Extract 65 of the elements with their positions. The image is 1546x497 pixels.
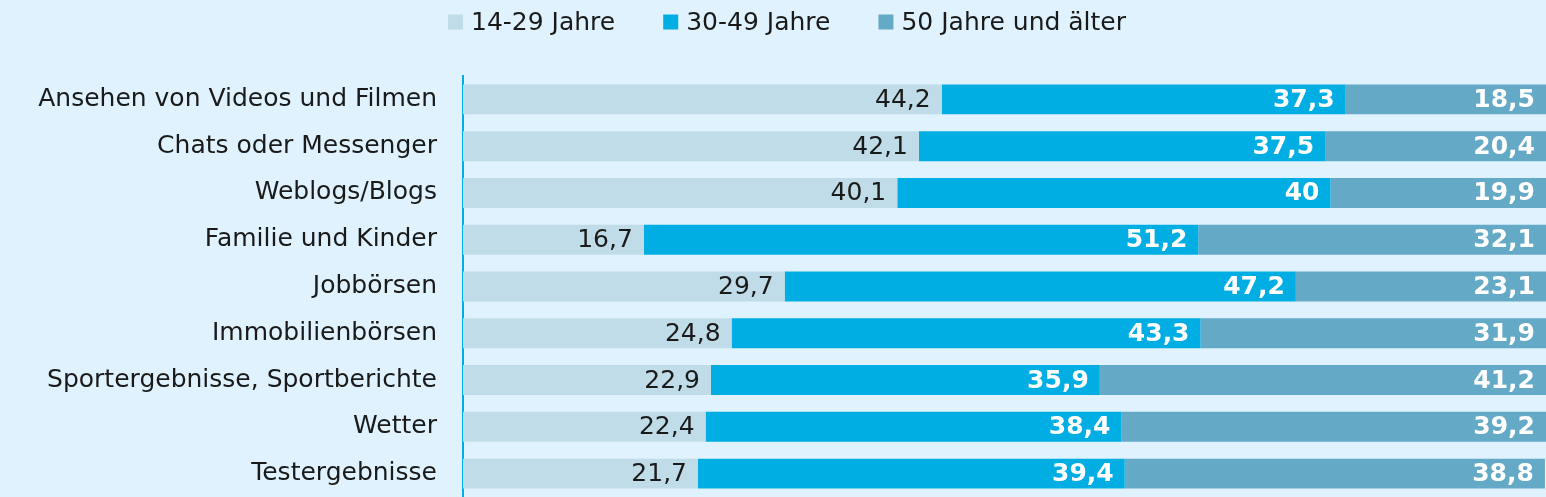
data-label: 19,9 [1473,177,1535,207]
bar [1124,458,1545,489]
data-label: 29,7 [717,271,774,300]
data-label: 38,8 [1472,458,1534,488]
bar [463,411,706,442]
data-label: 47,2 [1223,271,1285,300]
data-label: 35,9 [1027,364,1089,394]
data-label: 37,3 [1272,83,1335,113]
data-label: 43,3 [1127,317,1190,347]
data-label: 41,2 [1473,364,1535,394]
bar [463,84,942,115]
data-label: 21,7 [631,458,688,488]
data-label: 31,9 [1473,317,1535,347]
data-label: 20,4 [1473,130,1535,160]
bar [463,131,919,162]
bar [1121,411,1546,442]
data-label: 22,4 [638,411,695,441]
bar [698,458,1125,489]
bar [463,224,644,255]
bar [711,365,1100,396]
bar [463,458,699,489]
y-tick-label: Wetter [353,410,438,440]
data-label: 32,1 [1473,224,1535,254]
bar [1330,177,1546,208]
bar [784,271,1296,302]
data-label: 38,4 [1048,411,1111,441]
data-label: 51,2 [1125,224,1188,254]
y-tick-label: Chats oder Messenger [157,129,438,159]
bar [1345,84,1546,115]
bar [463,318,732,349]
bar [1099,365,1546,396]
bar [941,84,1346,115]
legend-label: 50 Jahre und älter [901,6,1127,36]
data-label: 18,5 [1473,83,1535,113]
bar [463,271,785,302]
bar [1325,131,1546,162]
y-tick-label: Sportergebnisse, Sportberichte [47,363,437,393]
bar [1200,318,1546,349]
data-label: 23,1 [1473,271,1535,300]
y-tick-label: Familie und Kinder [204,223,438,253]
bar [897,177,1331,208]
bar [463,365,712,396]
data-label: 44,2 [875,83,931,113]
bar [731,318,1201,349]
y-tick-label: Jobbörsen [310,270,437,299]
bar [643,224,1199,255]
data-label: 39,4 [1052,458,1114,488]
data-label: 22,9 [644,364,701,394]
bar [463,177,898,208]
y-tick-label: Weblogs/Blogs [254,176,437,206]
data-label: 42,1 [852,130,908,160]
data-label: 39,2 [1473,411,1535,441]
y-tick-label: Immobilienbörsen [212,316,437,346]
y-tick-label: Ansehen von Videos und Filmen [38,82,437,112]
data-label: 40 [1284,177,1320,207]
data-label: 37,5 [1252,130,1315,160]
bar [705,411,1122,442]
y-tick-label: Testergebnisse [250,457,437,487]
legend-label: 30-49 Jahre [686,6,831,36]
data-label: 16,7 [577,224,633,254]
bar [918,131,1326,162]
legend-label: 14-29 Jahre [470,6,616,36]
bar [1198,224,1546,255]
data-label: 40,1 [830,177,887,207]
data-label: 24,8 [664,317,721,347]
